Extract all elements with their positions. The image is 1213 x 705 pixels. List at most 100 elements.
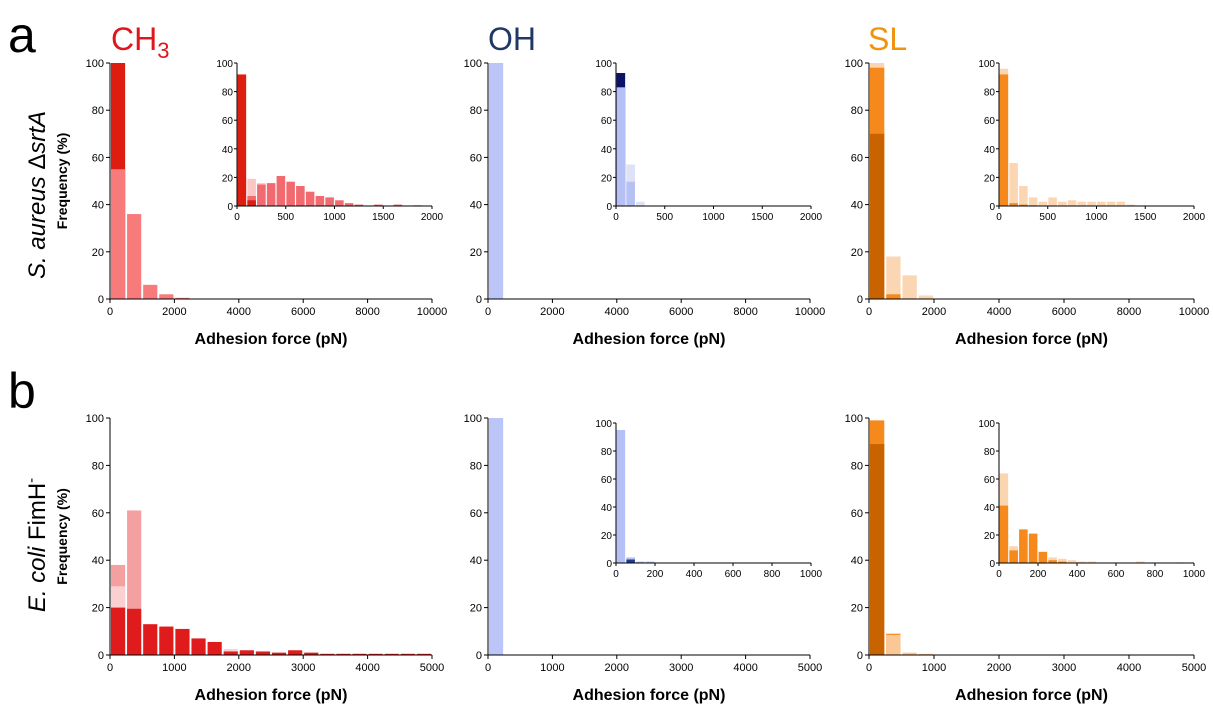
b-oh-xtick-label-0: 0 — [485, 662, 491, 674]
b-sl-plot: 0 1000 2000 3000 4000 5000020406080100Adhesio… — [845, 413, 1207, 704]
a-oh-xtick-label-5: 10000 — [795, 306, 826, 318]
a-ch3-inset-bar-s1-4 — [276, 175, 286, 206]
plots-layer: 0 2000 4000 6000 8000 10000020406080100Adhesi… — [54, 58, 1209, 704]
a-sl-bar-s0-2 — [902, 275, 917, 299]
a-ch3-ytick-label-3: 60 — [92, 152, 104, 164]
b-ch3-bar-s2-8 — [239, 650, 254, 655]
b-sl-bar-s1-2 — [918, 653, 934, 655]
a-sl-inset-xtick-label-2: 1000 — [1085, 212, 1108, 223]
a-sl-bar-s2-0 — [869, 133, 885, 299]
b-oh-inset-xtick-label-5: 1000 — [800, 569, 823, 580]
a-ch3-inset-bar-s1-10 — [335, 200, 344, 206]
a-ch3-inset-bar-s0-0 — [247, 178, 256, 206]
b-oh-inset-bar-s1-0 — [626, 559, 635, 563]
a-sl-inset-bar-s0-10 — [1097, 201, 1106, 206]
b-oh-xlabel: Adhesion force (pN) — [573, 687, 726, 704]
b-sl-inset-xtick-label-1: 200 — [1030, 569, 1047, 580]
b-sl-bar-s2-0 — [869, 444, 885, 655]
a-ch3-xtick-label-2: 4000 — [227, 306, 251, 318]
b-sl-xtick-label-0: 0 — [866, 662, 872, 674]
a-ch3-ylabel: Frequency (%) — [54, 133, 70, 229]
b-sl-xtick-label-1: 1000 — [922, 662, 946, 674]
a-oh-inset-xtick-label-3: 1500 — [751, 212, 774, 223]
b-ch3-ytick-label-1: 20 — [92, 603, 104, 615]
b-oh-ytick-label-0: 0 — [476, 650, 482, 662]
b-oh-inset-ytick-label-2: 40 — [601, 503, 613, 514]
b-sl-inset-ytick-label-1: 20 — [984, 531, 996, 542]
a-oh-xtick-label-1: 2000 — [540, 306, 564, 318]
a-ch3-inset-bar-s1-7 — [305, 191, 315, 206]
b-ch3-bar-s2-1 — [127, 608, 142, 655]
a-ch3-ytick-label-0: 0 — [98, 294, 104, 306]
a-ch3-bar-s2-0 — [110, 169, 126, 299]
b-oh-inset-ytick-label-0: 0 — [606, 559, 612, 570]
b-ch3-ytick-label-2: 40 — [92, 555, 104, 567]
row-label-b-sup: - — [23, 478, 40, 483]
a-sl-inset-bar-s0-3 — [1028, 197, 1038, 206]
b-sl-inset-xtick-label-0: 0 — [996, 569, 1002, 580]
a-ch3-xtick-label-5: 10000 — [417, 306, 448, 318]
a-ch3-inset-bar-s1-8 — [315, 195, 325, 206]
b-sl-bar-s1-0 — [886, 634, 901, 655]
a-oh-ytick-label-4: 80 — [470, 105, 482, 117]
column-title-ch3-main: CH — [111, 21, 157, 57]
a-oh-ytick-label-0: 0 — [476, 294, 482, 306]
b-sl-ytick-label-1: 20 — [851, 603, 863, 615]
a-ch3-inset-ytick-label-1: 20 — [222, 173, 234, 184]
b-sl-inset-bar-s0-10 — [1136, 561, 1145, 563]
b-ch3-bar-s2-2 — [143, 624, 158, 655]
row-label-a: S. aureus ΔsrtA — [24, 111, 51, 279]
a-oh-inset-bar-s1-0 — [616, 87, 626, 206]
a-ch3-plot: 0 2000 4000 6000 8000 10000020406080100Adhesi… — [54, 58, 447, 348]
a-ch3-bar-s0-1 — [127, 214, 142, 299]
a-ch3-ytick-label-4: 80 — [92, 105, 104, 117]
row-label-a-delta: Δ — [24, 154, 51, 177]
b-sl-ytick-label-5: 100 — [845, 413, 863, 425]
row-label-b: E. coli FimH- — [23, 478, 51, 612]
a-ch3-inset-plot: 0 500 1000 1500 2000 0 20 40 60 80 100 — [207, 59, 444, 226]
a-ch3-inset-xtick-label-4: 2000 — [421, 212, 444, 223]
a-sl-xtick-label-5: 10000 — [1179, 306, 1210, 318]
a-sl-inset-ytick-label-3: 60 — [984, 116, 996, 127]
b-oh-inset-ytick-label-4: 80 — [601, 447, 613, 458]
b-sl-inset-ytick-label-4: 80 — [984, 447, 996, 458]
a-sl-plot: 0 2000 4000 6000 8000 10000020406080100Adhesi… — [845, 58, 1210, 348]
b-ch3-bar-s2-13 — [320, 653, 335, 655]
b-ch3-xtick-label-1: 1000 — [162, 662, 186, 674]
a-oh-inset-ytick-label-1: 20 — [601, 173, 613, 184]
b-oh-inset-bg — [586, 419, 821, 583]
a-ch3-xlabel: Adhesion force (pN) — [195, 331, 348, 348]
a-sl-inset-plot: 0 500 1000 1500 2000 0 20 40 60 80 100 — [969, 59, 1206, 226]
b-sl-inset-bar-s1-0 — [999, 505, 1009, 563]
b-ch3-bar-s2-14 — [336, 653, 351, 655]
b-sl-ytick-label-0: 0 — [857, 650, 863, 662]
a-ch3-ytick-label-2: 40 — [92, 200, 104, 212]
a-oh-inset-xtick-label-2: 1000 — [702, 212, 725, 223]
a-ch3-xtick-label-3: 6000 — [291, 306, 315, 318]
b-oh-inset-plot: 0 200 400 600 800 1000 0 20 40 60 80 100 — [586, 419, 823, 583]
b-oh-xtick-label-1: 1000 — [540, 662, 564, 674]
b-sl-xtick-label-2: 2000 — [987, 662, 1011, 674]
b-sl-inset-ytick-label-0: 0 — [989, 559, 995, 570]
b-ch3-bar-s2-19 — [416, 653, 432, 655]
b-sl-inset-xtick-label-4: 800 — [1147, 569, 1164, 580]
row-label-a-species: S. aureus — [24, 176, 51, 279]
a-ch3-xtick-label-0: 0 — [107, 306, 113, 318]
panel-letter-b: b — [8, 363, 36, 419]
b-oh-xtick-label-5: 5000 — [798, 662, 822, 674]
b-oh-inset-xtick-label-0: 0 — [613, 569, 619, 580]
row-label-b-species: E. coli — [24, 546, 51, 612]
a-sl-inset-bar-s0-13 — [1126, 204, 1135, 206]
b-oh-plot: 0 1000 2000 3000 4000 5000020406080100Adhesio… — [464, 413, 823, 704]
b-sl-xtick-label-5: 5000 — [1182, 662, 1206, 674]
a-ch3-xtick-label-4: 8000 — [355, 306, 379, 318]
a-oh-inset-plot: 0 500 1000 1500 2000 0 20 40 60 80 100 — [586, 59, 823, 226]
a-sl-ytick-label-3: 60 — [851, 152, 863, 164]
b-ch3-bar-s2-7 — [223, 651, 238, 655]
a-ch3-inset-bar-s1-12 — [354, 204, 364, 206]
b-ch3-bar-s2-17 — [384, 653, 399, 655]
b-sl-inset-xtick-label-2: 400 — [1069, 569, 1086, 580]
b-sl-inset-bar-s1-5 — [1048, 560, 1057, 563]
a-oh-xtick-label-3: 6000 — [669, 306, 693, 318]
